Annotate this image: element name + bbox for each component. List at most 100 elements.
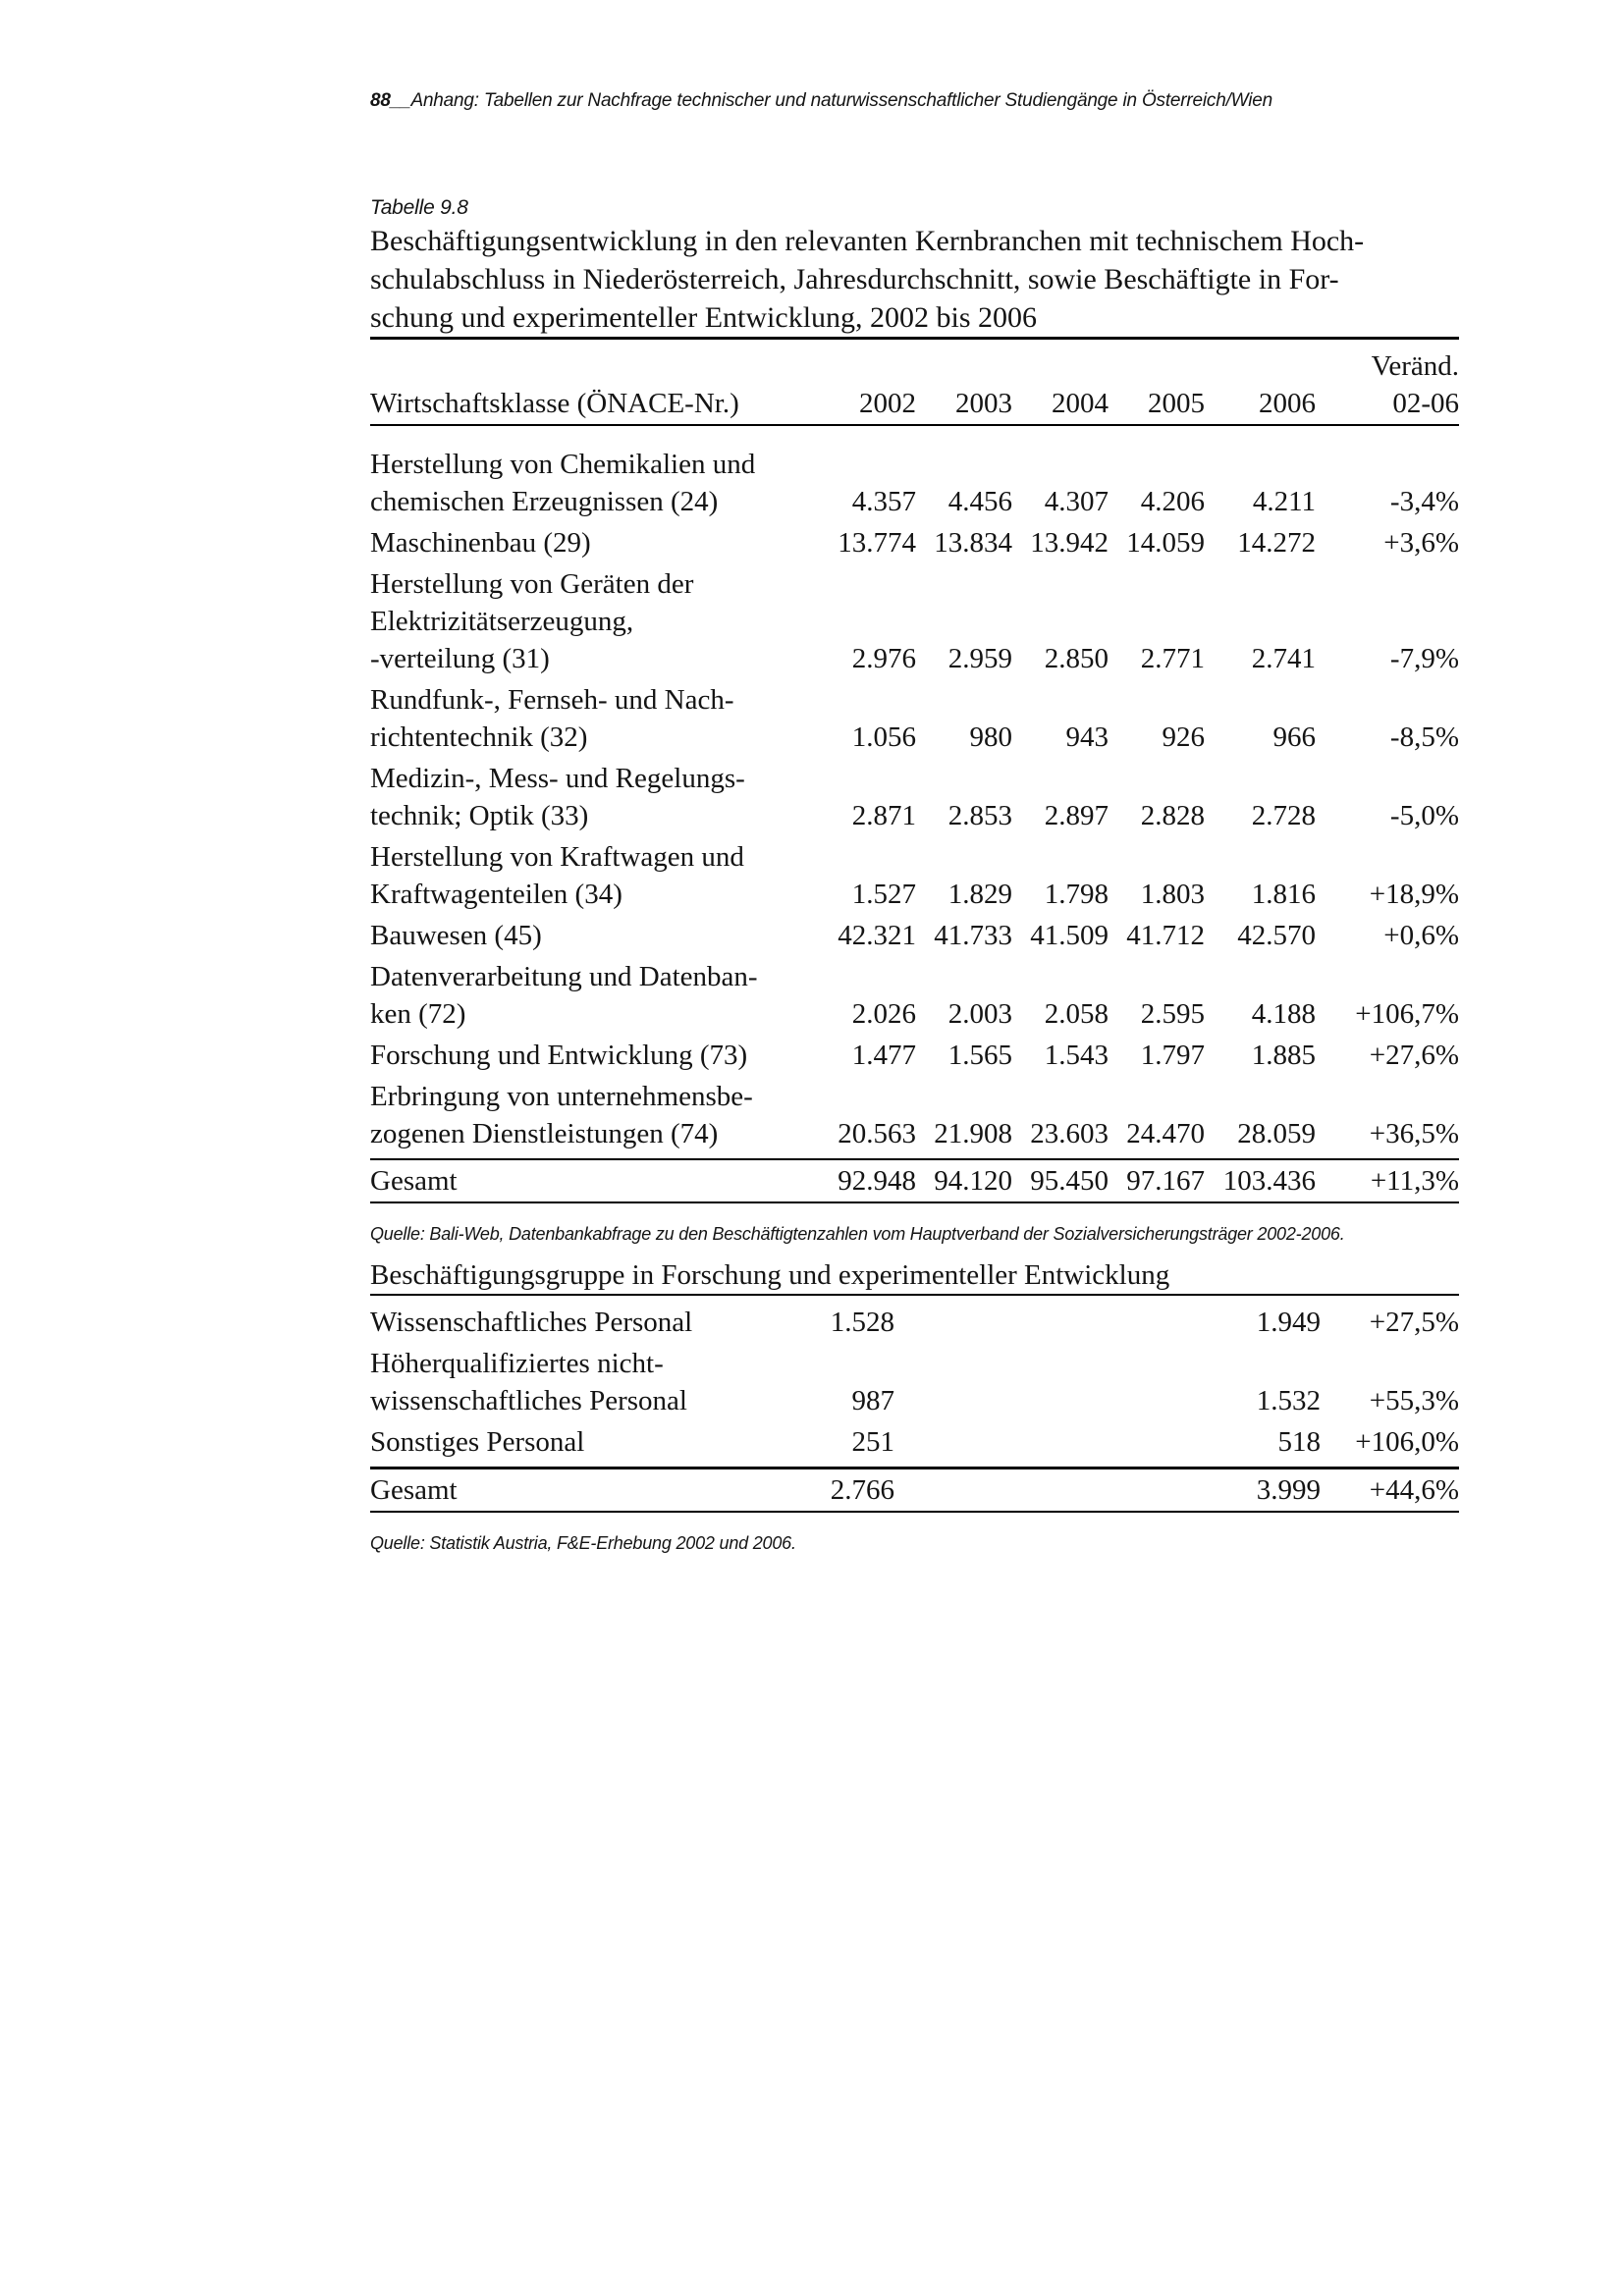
row-label-line: Herstellung von Kraftwagen und <box>370 841 744 873</box>
cell-2005: 1.803 <box>1140 879 1205 910</box>
total-change: +11,3% <box>1370 1165 1459 1197</box>
row-label-line: Bauwesen (45) <box>370 920 542 951</box>
cell-2006: 1.532 <box>1256 1385 1321 1416</box>
cell-2005: 41.712 <box>1126 920 1205 951</box>
row-label: Höherqualifiziertes nicht- wissenschaftl… <box>370 1345 808 1419</box>
table-row-rundfunk: Rundfunk-, Fernseh- und Nach- richtentec… <box>370 681 1459 756</box>
cell-2003: 13.834 <box>934 527 1012 559</box>
table1-total-row: Gesamt 92.948 94.120 95.450 97.167 103.4… <box>370 1160 1459 1201</box>
cell-2003: 41.733 <box>934 920 1012 951</box>
cell-2006: 2.728 <box>1251 800 1316 831</box>
row-label: Herstellung von Geräten der Elektrizität… <box>370 565 808 677</box>
cell-2005: 1.797 <box>1140 1040 1205 1071</box>
column-header-change-line2: 02-06 <box>1392 388 1459 419</box>
column-header-change: Veränd. 02-06 <box>1316 347 1459 422</box>
total-change: +44,6% <box>1369 1474 1459 1506</box>
total-2002: 92.948 <box>838 1165 916 1197</box>
table-row-kraftwagen: Herstellung von Kraftwagen und Kraftwage… <box>370 838 1459 913</box>
table-title-line: Beschäftigungsentwicklung in den relevan… <box>370 225 1365 257</box>
table-title-line: schung und experimenteller Entwicklung, … <box>370 301 1038 334</box>
cell-2002: 20.563 <box>838 1118 916 1149</box>
cell-change: -8,5% <box>1389 721 1459 753</box>
cell-2002: 1.477 <box>851 1040 916 1071</box>
row-label: Bauwesen (45) <box>370 917 808 954</box>
cell-change: +18,9% <box>1369 879 1459 910</box>
table-row-wissenschaftliches-personal: Wissenschaftliches Personal 1.528 1.949 … <box>370 1304 1459 1341</box>
cell-2006: 518 <box>1277 1426 1322 1458</box>
cell-2003: 1.565 <box>947 1040 1012 1071</box>
column-header-2004: 2004 <box>1052 388 1109 419</box>
total-2004: 95.450 <box>1030 1165 1109 1197</box>
source-note-table2: Quelle: Statistik Austria, F&E-Erhebung … <box>370 1533 796 1553</box>
table-title-line: schulabschluss in Niederösterreich, Jahr… <box>370 263 1339 295</box>
row-label: Herstellung von Chemikalien und chemisch… <box>370 446 808 520</box>
source-note-table1: Quelle: Bali-Web, Datenbankabfrage zu de… <box>370 1224 1345 1244</box>
cell-2003: 21.908 <box>934 1118 1012 1149</box>
total-2006: 103.436 <box>1222 1165 1316 1197</box>
row-label-line: Elektrizitätserzeugung, <box>370 606 634 637</box>
column-header-2005: 2005 <box>1148 388 1205 419</box>
cell-change: -3,4% <box>1389 486 1459 517</box>
cell-2005: 2.771 <box>1140 643 1205 674</box>
cell-2006: 42.570 <box>1237 920 1316 951</box>
row-label: Sonstiges Personal <box>370 1423 808 1461</box>
cell-2004: 41.509 <box>1030 920 1109 951</box>
table1-header-rule <box>370 424 1459 426</box>
total-label: Gesamt <box>370 1165 458 1197</box>
cell-2002: 2.871 <box>851 800 916 831</box>
cell-2006: 28.059 <box>1237 1118 1316 1149</box>
table-title: Beschäftigungsentwicklung in den relevan… <box>370 222 1459 337</box>
table-row-medizin: Medizin-, Mess- und Regelungs- technik; … <box>370 760 1459 834</box>
cell-2003: 4.456 <box>947 486 1012 517</box>
cell-2004: 23.603 <box>1030 1118 1109 1149</box>
cell-2002: 1.527 <box>851 879 916 910</box>
table-row-dienstleistungen: Erbringung von unternehmensbe- zogenen D… <box>370 1078 1459 1152</box>
table-row-forschung: Forschung und Entwicklung (73) 1.477 1.5… <box>370 1037 1459 1074</box>
cell-2002: 2.026 <box>851 998 916 1030</box>
total-label: Gesamt <box>370 1474 458 1506</box>
row-label-line: technik; Optik (33) <box>370 800 589 831</box>
table-row-sonstiges-personal: Sonstiges Personal 251 518 +106,0% <box>370 1423 1459 1461</box>
cell-2006: 1.885 <box>1251 1040 1316 1071</box>
cell-change: +106,7% <box>1355 998 1459 1030</box>
row-label-line: wissenschaftliches Personal <box>370 1385 687 1416</box>
row-label-line: Sonstiges Personal <box>370 1426 585 1458</box>
total-2002: 2.766 <box>830 1474 894 1506</box>
table1-header-row: Wirtschaftsklasse (ÖNACE-Nr.) 2002 2003 … <box>370 340 1459 424</box>
row-label-line: ken (72) <box>370 998 466 1030</box>
cell-2003: 980 <box>969 721 1013 753</box>
cell-2002: 4.357 <box>851 486 916 517</box>
cell-2004: 2.897 <box>1044 800 1109 831</box>
table-row-maschinenbau: Maschinenbau (29) 13.774 13.834 13.942 1… <box>370 524 1459 561</box>
cell-2003: 2.959 <box>947 643 1012 674</box>
table2-heading-rule <box>370 1294 1459 1296</box>
table-row-elektrizitaet: Herstellung von Geräten der Elektrizität… <box>370 565 1459 677</box>
cell-2006: 4.188 <box>1251 998 1316 1030</box>
row-label-line: Rundfunk-, Fernseh- und Nach- <box>370 684 734 716</box>
total-2003: 94.120 <box>934 1165 1012 1197</box>
cell-2002: 987 <box>851 1385 895 1416</box>
cell-change: +106,0% <box>1355 1426 1459 1458</box>
table1-body: Herstellung von Chemikalien und chemisch… <box>370 426 1459 1158</box>
cell-2006: 1.949 <box>1256 1307 1321 1338</box>
cell-2006: 4.211 <box>1252 486 1316 517</box>
page-number: 88 <box>370 90 391 111</box>
table2-total-row: Gesamt 2.766 3.999 +44,6% <box>370 1469 1459 1511</box>
total-2005: 97.167 <box>1126 1165 1205 1197</box>
row-label-line: Medizin-, Mess- und Regelungs- <box>370 763 745 794</box>
cell-2004: 4.307 <box>1044 486 1109 517</box>
cell-2003: 2.003 <box>947 998 1012 1030</box>
cell-2004: 1.798 <box>1044 879 1109 910</box>
cell-change: +27,5% <box>1369 1307 1459 1338</box>
cell-change: +3,6% <box>1383 527 1459 559</box>
cell-change: +27,6% <box>1369 1040 1459 1071</box>
row-label: Datenverarbeitung und Datenban- ken (72) <box>370 958 808 1033</box>
row-label: Herstellung von Kraftwagen und Kraftwage… <box>370 838 808 913</box>
table-row-hoeherqualifiziertes-personal: Höherqualifiziertes nicht- wissenschaftl… <box>370 1345 1459 1419</box>
total-2006: 3.999 <box>1256 1474 1321 1506</box>
cell-2003: 2.853 <box>947 800 1012 831</box>
row-label-line: richtentechnik (32) <box>370 721 588 753</box>
row-label-line: Kraftwagenteilen (34) <box>370 879 622 910</box>
cell-2004: 2.850 <box>1044 643 1109 674</box>
row-label-line: Wissenschaftliches Personal <box>370 1307 693 1338</box>
